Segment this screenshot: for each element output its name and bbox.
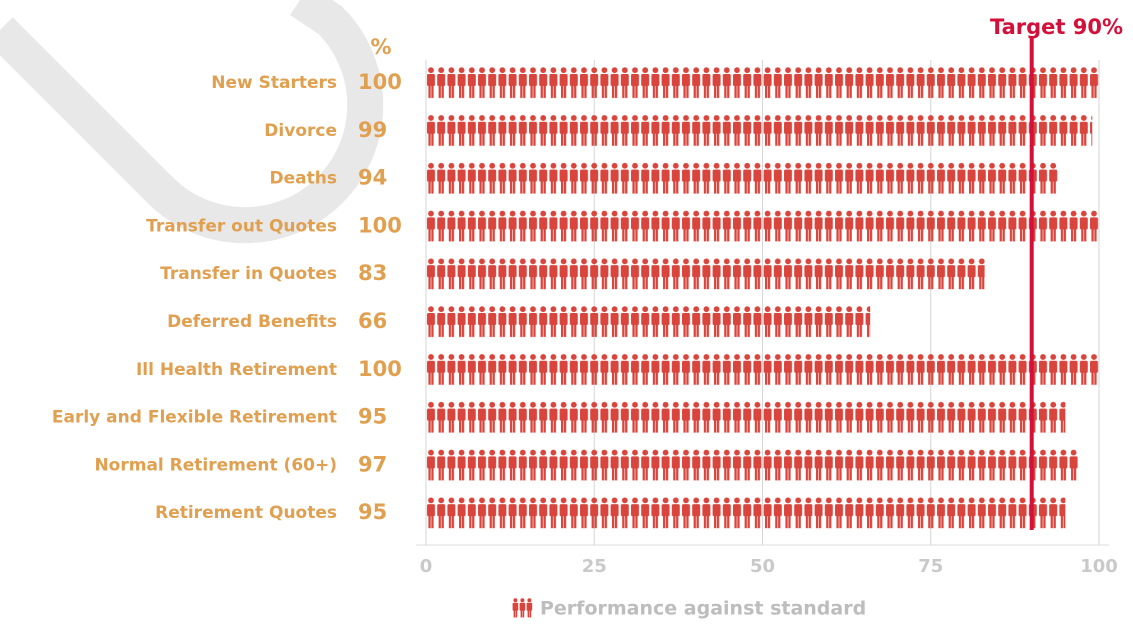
category-label: Ill Health Retirement: [136, 360, 337, 380]
bar: [426, 449, 1079, 482]
category-label: Deferred Benefits: [167, 312, 337, 332]
bar: [426, 306, 871, 338]
bar: [426, 67, 1099, 99]
category-label: Divorce: [264, 121, 337, 141]
target-label: Target 90%: [990, 15, 1123, 39]
category-label: Early and Flexible Retirement: [52, 408, 337, 428]
category-label: Normal Retirement (60+): [94, 455, 337, 475]
category-label: New Starters: [211, 73, 337, 93]
value-label: 100: [358, 357, 402, 381]
value-label: 94: [358, 166, 387, 190]
x-tick-label: 75: [918, 556, 943, 577]
x-tick-label: 25: [582, 556, 607, 577]
x-tick-label: 50: [750, 556, 775, 577]
value-label: 83: [358, 261, 387, 285]
legend-label: Performance against standard: [540, 598, 866, 620]
value-label: 99: [358, 118, 387, 142]
value-header: %: [370, 35, 391, 59]
bar: [426, 401, 1066, 434]
bar: [426, 162, 1059, 195]
value-label: 66: [358, 309, 387, 333]
value-label: 95: [358, 405, 387, 429]
watermark: [0, 0, 384, 244]
bar: [426, 497, 1066, 530]
value-label: 97: [358, 452, 387, 476]
bar: [426, 210, 1099, 243]
bar: [426, 353, 1099, 386]
x-tick-label: 0: [420, 556, 433, 577]
legend-icon: [512, 598, 533, 620]
category-label: Transfer out Quotes: [146, 216, 337, 236]
bar: [426, 258, 985, 291]
category-label: Retirement Quotes: [155, 503, 337, 523]
value-label: 100: [358, 70, 402, 94]
category-label: Transfer in Quotes: [160, 264, 337, 284]
x-tick-label: 100: [1080, 556, 1118, 577]
value-label: 95: [358, 500, 387, 524]
category-label: Deaths: [270, 169, 337, 189]
value-label: 100: [358, 213, 402, 237]
bar: [426, 114, 1093, 147]
